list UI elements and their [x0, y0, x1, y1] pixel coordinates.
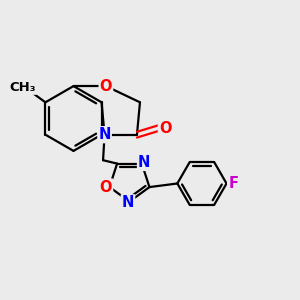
Text: N: N: [98, 127, 111, 142]
Text: O: O: [100, 79, 112, 94]
Text: N: N: [122, 195, 134, 210]
Text: O: O: [159, 121, 171, 136]
Text: N: N: [138, 155, 150, 170]
Text: CH₃: CH₃: [9, 81, 36, 94]
Text: O: O: [100, 180, 112, 195]
Text: F: F: [228, 176, 238, 191]
